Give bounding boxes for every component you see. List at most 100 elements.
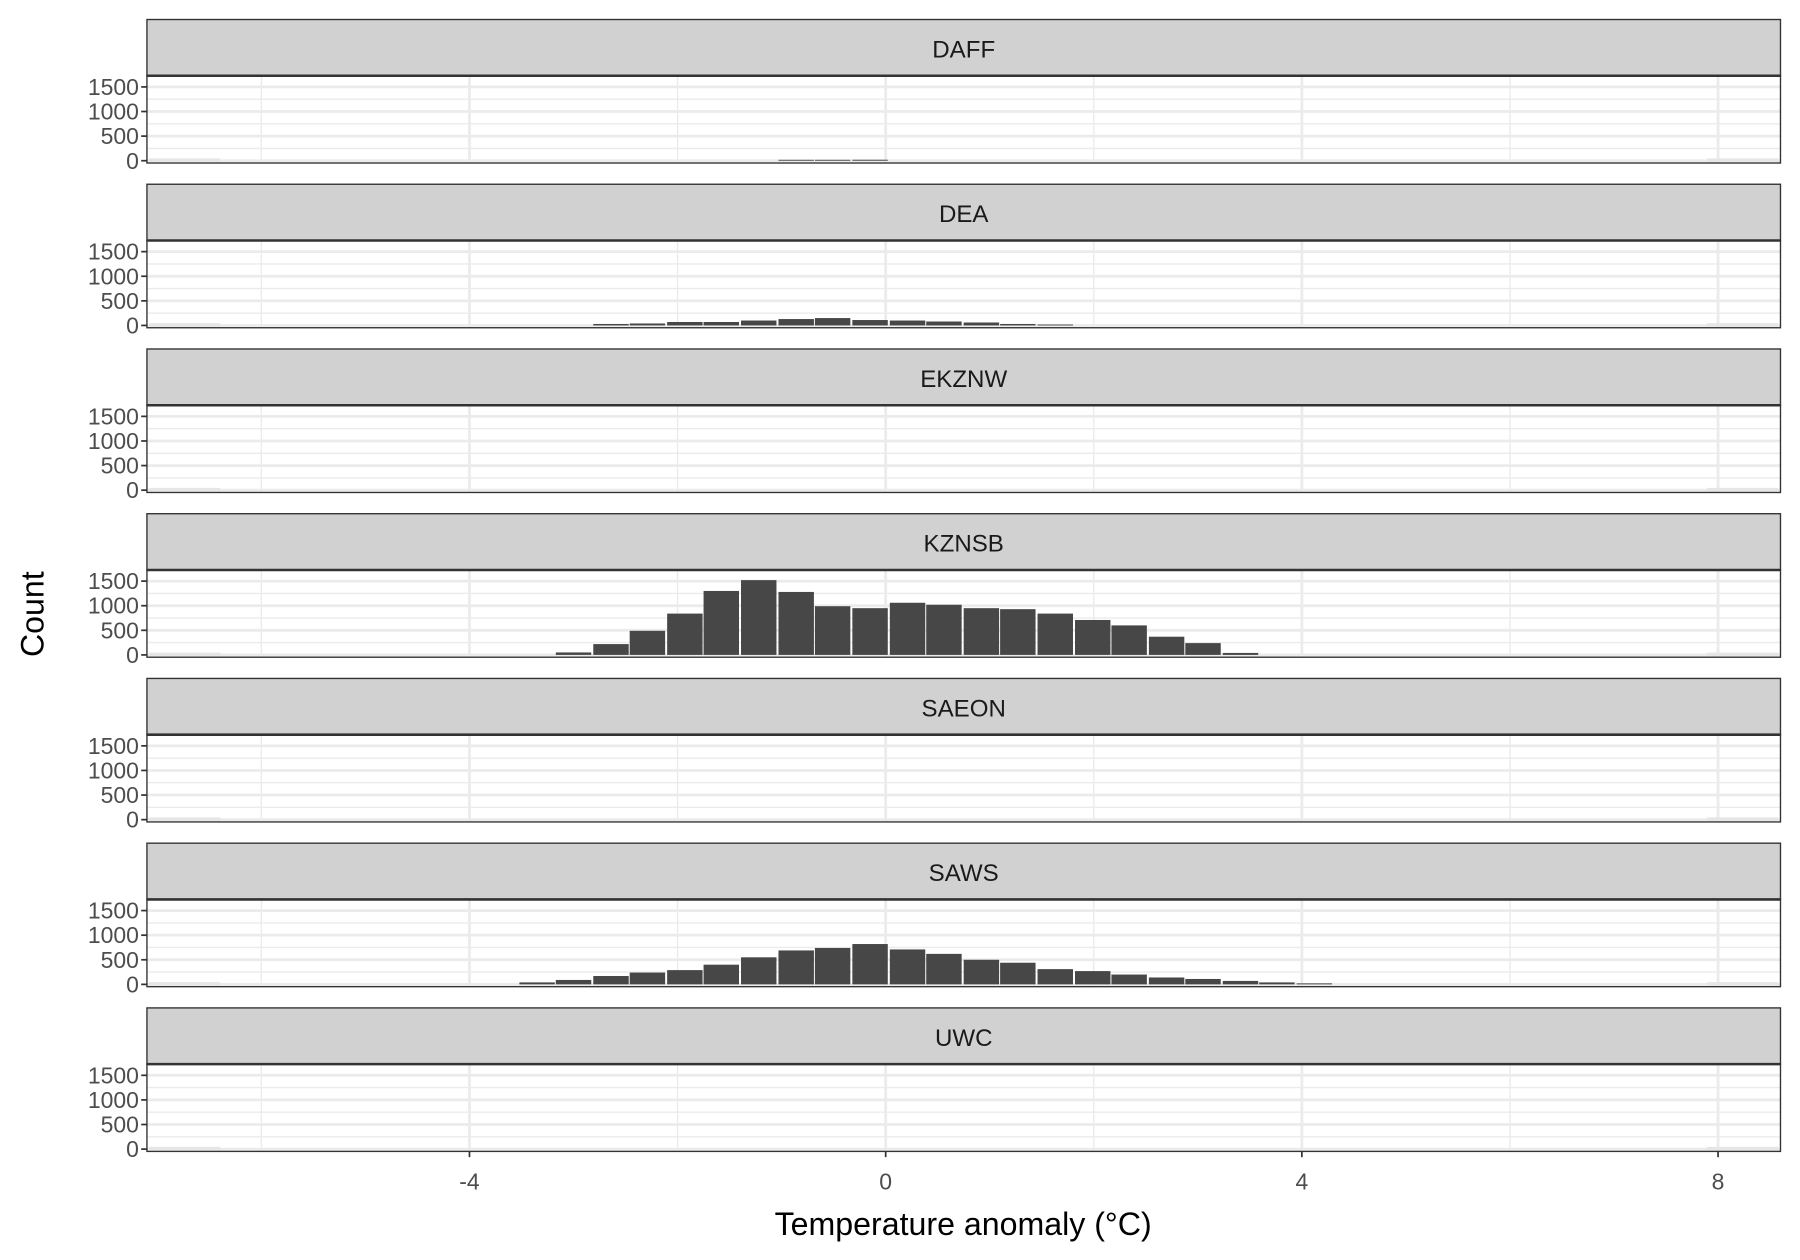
histogram-bar (814, 947, 851, 985)
histogram-bar (703, 322, 739, 326)
histogram-bar (593, 976, 629, 985)
histogram-bar (1185, 643, 1221, 655)
histogram-bar (778, 950, 814, 985)
histogram-bar (1148, 977, 1185, 985)
histogram-bar (629, 972, 666, 985)
edge-bin (149, 487, 221, 492)
histogram-bar (741, 580, 777, 655)
y-tick-label: 500 (101, 1112, 139, 1138)
histogram-bar (1000, 323, 1036, 326)
histogram-bar (1037, 324, 1073, 326)
histogram-bar (667, 322, 703, 326)
histogram-bar (852, 159, 888, 161)
x-tick-label: 8 (1712, 1168, 1725, 1194)
y-tick-label: 0 (126, 807, 139, 833)
histogram-bar (889, 320, 926, 326)
strip-background (146, 842, 1782, 901)
edge-bin (149, 817, 221, 821)
y-tick-label: 1500 (88, 733, 139, 759)
y-tick-label: 1000 (88, 263, 139, 289)
histogram-bar (778, 319, 814, 326)
histogram-bar (555, 652, 592, 655)
strip-background (146, 348, 1782, 406)
histogram-bar (852, 608, 888, 655)
x-axis-title: Temperature anomaly (°C) (775, 1206, 1152, 1242)
histogram-bar (814, 606, 851, 655)
y-tick-label: 1000 (88, 428, 139, 454)
histogram-bar (519, 982, 555, 985)
y-tick-label: 0 (126, 477, 139, 503)
strip-label: EKZNW (920, 366, 1007, 393)
histogram-bar (926, 953, 962, 985)
histogram-bar (1222, 980, 1259, 985)
edge-bin (149, 1146, 221, 1151)
histogram-bar (629, 323, 666, 326)
histogram-bar (926, 604, 962, 655)
y-tick-label: 500 (101, 947, 139, 973)
histogram-bar (1000, 609, 1036, 655)
y-tick-label: 1500 (88, 403, 139, 429)
histogram-bar (1075, 971, 1111, 985)
edge-bin (1707, 817, 1779, 821)
histogram-bar (852, 320, 888, 326)
y-tick-label: 1000 (88, 99, 139, 125)
histogram-bar (1296, 983, 1333, 985)
histogram-bar (703, 590, 739, 655)
histogram-bar (814, 159, 851, 161)
y-tick-label: 500 (101, 782, 139, 808)
histogram-bar (741, 957, 777, 985)
edge-bin (1707, 158, 1779, 162)
histogram-bar (741, 320, 777, 326)
strip-label: DAFF (932, 36, 995, 63)
y-tick-label: 500 (101, 453, 139, 479)
histogram-bar (1037, 969, 1073, 985)
y-tick-label: 1000 (88, 757, 139, 783)
y-tick-label: 1500 (88, 74, 139, 100)
histogram-bar (593, 644, 629, 655)
y-axis-title: Count (15, 571, 51, 657)
strip-label: DEA (939, 201, 989, 228)
histogram-bar (1111, 974, 1147, 985)
strip-label: SAWS (929, 860, 999, 887)
y-tick-label: 0 (126, 1136, 139, 1162)
x-tick-label: 0 (879, 1168, 892, 1194)
histogram-bar (1037, 613, 1073, 655)
edge-bin (1707, 1146, 1779, 1151)
y-tick-label: 1500 (88, 239, 139, 265)
strip-background (146, 513, 1782, 571)
plot-background (146, 1064, 1781, 1152)
y-tick-label: 500 (101, 617, 139, 643)
histogram-bar (889, 602, 926, 655)
y-tick-label: 1500 (88, 898, 139, 924)
strip-label: SAEON (922, 695, 1006, 722)
histogram-bar (1185, 978, 1221, 985)
y-tick-label: 1500 (88, 568, 139, 594)
histogram-bar (703, 964, 739, 985)
x-tick-label: 4 (1295, 1168, 1308, 1194)
strip-label: UWC (935, 1025, 993, 1052)
edge-bin (149, 323, 221, 327)
edge-bin (1707, 982, 1779, 986)
y-tick-label: 0 (126, 148, 139, 174)
x-tick-label: -4 (459, 1168, 480, 1194)
edge-bin (1707, 323, 1779, 327)
edge-bin (1707, 652, 1779, 657)
histogram-bar (963, 322, 1000, 326)
y-tick-label: 1000 (88, 1087, 139, 1113)
y-tick-label: 0 (126, 642, 139, 668)
y-tick-label: 1000 (88, 593, 139, 619)
edge-bin (149, 158, 221, 162)
strip-background (146, 1007, 1782, 1065)
histogram-bar (1148, 636, 1185, 655)
histogram-bar (1222, 652, 1259, 655)
edge-bin (1707, 487, 1779, 492)
plot-background (146, 405, 1781, 493)
plot-background (146, 734, 1781, 822)
